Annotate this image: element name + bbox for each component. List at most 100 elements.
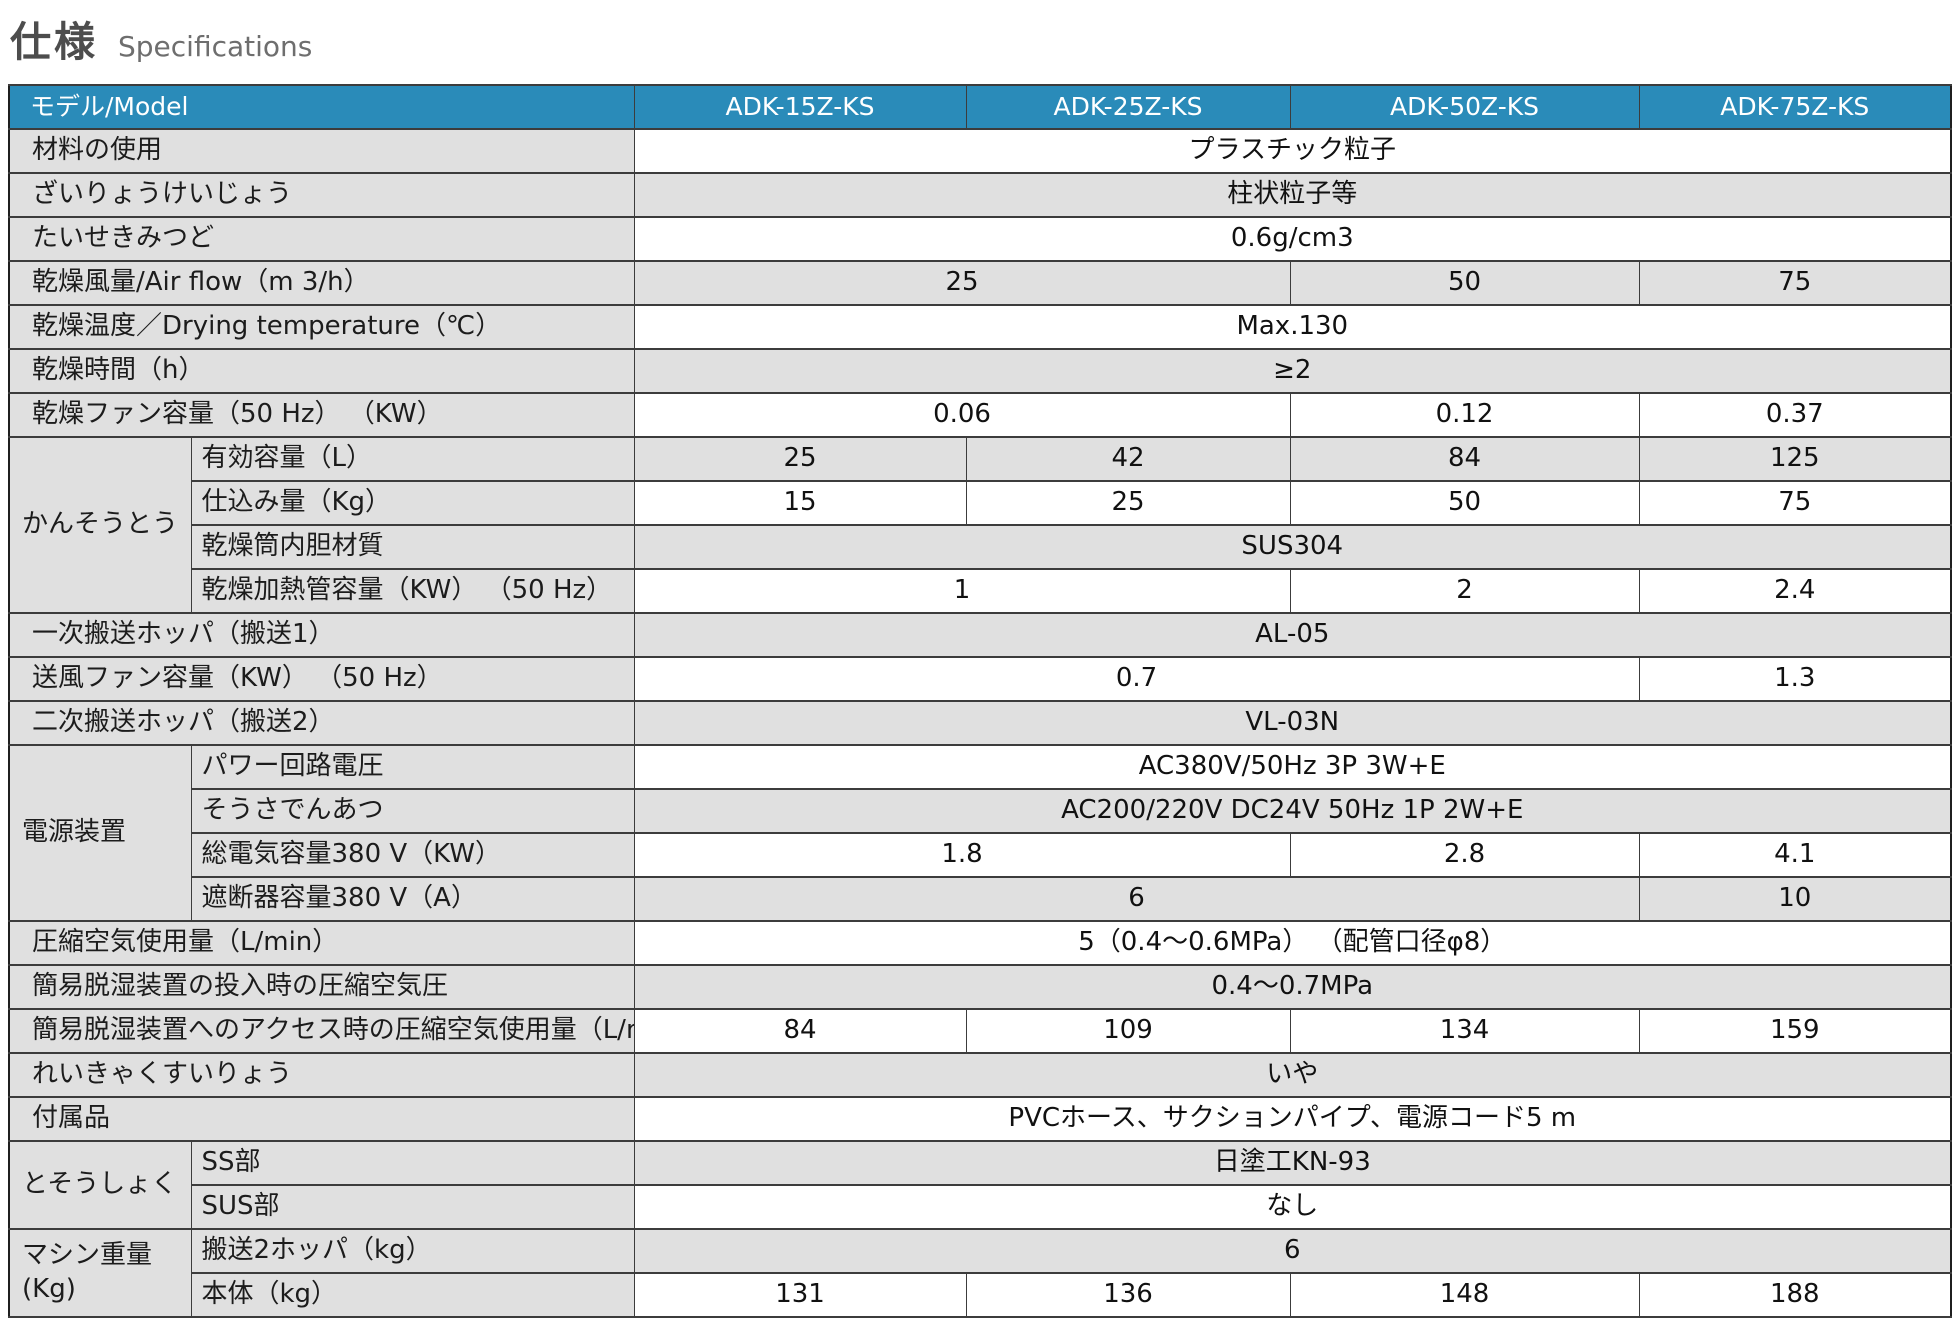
model-column-header: ADK-75Z-KS <box>1638 84 1952 130</box>
value-cell: 50 <box>1289 260 1640 306</box>
value-cell: ≥2 <box>633 348 1952 394</box>
model-column-header: ADK-50Z-KS <box>1289 84 1640 130</box>
spec-row: かんそうとう 有効容量（L） 25 42 84 125 <box>8 436 1952 614</box>
value-cell: 6 <box>633 1228 1952 1274</box>
spec-row: 圧縮空気使用量（L/min） 5（0.4～0.6MPa） （配管口径φ8） <box>8 920 1952 966</box>
row-label: 乾燥ファン容量（50 Hz） （KW） <box>8 392 635 438</box>
spec-row: 乾燥ファン容量（50 Hz） （KW） 0.06 0.12 0.37 <box>8 392 1952 438</box>
spec-row: 乾燥筒内胆材質 SUS304 <box>9 524 1952 570</box>
spec-row: 乾燥時間（h） ≥2 <box>8 348 1952 394</box>
value-cell: 1.8 <box>633 832 1291 878</box>
row-label: ざいりょうけいじょう <box>8 172 635 218</box>
page-title-japanese: 仕様 <box>10 18 98 66</box>
sub-row-label: 仕込み量（Kg） <box>190 480 635 526</box>
row-label: 二次搬送ホッパ（搬送2） <box>8 700 635 746</box>
value-cell: 0.6g/cm3 <box>633 216 1952 262</box>
value-cell: 25 <box>965 480 1291 526</box>
spec-row: ざいりょうけいじょう 柱状粒子等 <box>8 172 1952 218</box>
sub-row-label: 有効容量（L） <box>190 436 635 482</box>
row-label: 乾燥風量/Air flow（m 3/h） <box>8 260 635 306</box>
value-cell: 1.3 <box>1638 656 1952 702</box>
value-cell: Max.130 <box>633 304 1952 350</box>
sub-row-label: そうさでんあつ <box>190 788 635 834</box>
value-cell: 0.37 <box>1638 392 1952 438</box>
spec-row: 電源装置 パワー回路電圧 AC380V/50Hz 3P 3W+E <box>8 744 1952 922</box>
row-label: 乾燥時間（h） <box>8 348 635 394</box>
spec-row: とそうしょく SS部 日塗工KN-93 <box>8 1140 1952 1230</box>
model-row-header: モデル/Model <box>8 84 635 130</box>
value-cell: 15 <box>633 480 967 526</box>
value-cell: 136 <box>965 1272 1291 1318</box>
spec-row: 二次搬送ホッパ（搬送2） VL-03N <box>8 700 1952 746</box>
spec-row: 本体（kg） 131 136 148 188 <box>9 1272 1952 1318</box>
value-cell: AC200/220V DC24V 50Hz 1P 2W+E <box>633 788 1952 834</box>
spec-row: 仕込み量（Kg） 15 25 50 75 <box>9 480 1952 526</box>
value-cell: AC380V/50Hz 3P 3W+E <box>633 744 1952 790</box>
value-cell: 日塗工KN-93 <box>633 1140 1952 1186</box>
value-cell: PVCホース、サクションパイプ、電源コード5 m <box>633 1096 1952 1142</box>
value-cell: 0.4～0.7MPa <box>633 964 1952 1010</box>
row-label: 乾燥温度／Drying temperature（℃） <box>8 304 635 350</box>
model-column-header: ADK-25Z-KS <box>965 84 1291 130</box>
value-cell: 75 <box>1638 480 1952 526</box>
group-label: 電源装置 <box>8 744 192 922</box>
spec-row: たいせきみつど 0.6g/cm3 <box>8 216 1952 262</box>
value-cell: 188 <box>1638 1272 1952 1318</box>
group-label: マシン重量 (Kg) <box>8 1228 192 1318</box>
row-label: 送風ファン容量（KW） （50 Hz） <box>8 656 635 702</box>
value-cell: 2.4 <box>1638 568 1952 614</box>
value-cell: 84 <box>633 1008 967 1054</box>
value-cell: 148 <box>1289 1272 1640 1318</box>
spec-row: 送風ファン容量（KW） （50 Hz） 0.7 1.3 <box>8 656 1952 702</box>
spec-row: 簡易脱湿装置の投入時の圧縮空気圧 0.4～0.7MPa <box>8 964 1952 1010</box>
sub-row-label: 乾燥加熱管容量（KW） （50 Hz） <box>190 568 635 614</box>
row-label: 材料の使用 <box>8 128 635 174</box>
spec-row: 一次搬送ホッパ（搬送1） AL-05 <box>8 612 1952 658</box>
sub-row-label: SS部 <box>190 1140 635 1186</box>
spec-row: 付属品 PVCホース、サクションパイプ、電源コード5 m <box>8 1096 1952 1142</box>
page-title: 仕様 Specifications <box>10 8 1950 68</box>
spec-row: 乾燥加熱管容量（KW） （50 Hz） 1 2 2.4 <box>9 568 1952 614</box>
spec-row: マシン重量 (Kg) 搬送2ホッパ（kg） 6 <box>8 1228 1952 1318</box>
spec-row: SUS部 なし <box>9 1184 1952 1230</box>
value-cell: 131 <box>633 1272 967 1318</box>
spec-table-body: 材料の使用 プラスチック粒子 ざいりょうけいじょう 柱状粒子等 たいせきみつど 0.6g/… <box>8 128 1952 1318</box>
value-cell: 0.12 <box>1289 392 1640 438</box>
value-cell: 42 <box>965 436 1291 482</box>
value-cell: 5（0.4～0.6MPa） （配管口径φ8） <box>633 920 1952 966</box>
value-cell: 25 <box>633 260 1291 306</box>
sub-row-label: 搬送2ホッパ（kg） <box>190 1228 635 1274</box>
sub-row-label: 乾燥筒内胆材質 <box>190 524 635 570</box>
value-cell: 4.1 <box>1638 832 1952 878</box>
value-cell: 0.7 <box>633 656 1640 702</box>
value-cell: 84 <box>1289 436 1640 482</box>
row-label: 一次搬送ホッパ（搬送1） <box>8 612 635 658</box>
value-cell: 柱状粒子等 <box>633 172 1952 218</box>
row-label: 圧縮空気使用量（L/min） <box>8 920 635 966</box>
sub-row-label: 本体（kg） <box>190 1272 635 1318</box>
value-cell: 25 <box>633 436 967 482</box>
row-label: 簡易脱湿装置へのアクセス時の圧縮空気使用量（L/min） <box>8 1008 635 1054</box>
value-cell: 125 <box>1638 436 1952 482</box>
row-label: 付属品 <box>8 1096 635 1142</box>
page-title-english: Specifications <box>118 30 313 63</box>
model-column-header: ADK-15Z-KS <box>633 84 967 130</box>
value-cell: VL-03N <box>633 700 1952 746</box>
value-cell: 2 <box>1289 568 1640 614</box>
sub-row-label: 総電気容量380 V（KW） <box>190 832 635 878</box>
value-cell: 6 <box>633 876 1640 922</box>
sub-row-label: パワー回路電圧 <box>190 744 635 790</box>
spec-table-header-row: モデル/Model ADK-15Z-KS ADK-25Z-KS ADK-50Z-KS… <box>8 84 1952 130</box>
spec-row: 材料の使用 プラスチック粒子 <box>8 128 1952 174</box>
row-label: れいきゃくすいりょう <box>8 1052 635 1098</box>
row-label: 簡易脱湿装置の投入時の圧縮空気圧 <box>8 964 635 1010</box>
value-cell: AL-05 <box>633 612 1952 658</box>
value-cell: 159 <box>1638 1008 1952 1054</box>
value-cell: 1 <box>633 568 1291 614</box>
spec-row: 乾燥温度／Drying temperature（℃） Max.130 <box>8 304 1952 350</box>
specifications-table: モデル/Model ADK-15Z-KS ADK-25Z-KS ADK-50Z-KS… <box>8 84 1953 1318</box>
value-cell: 2.8 <box>1289 832 1640 878</box>
value-cell: なし <box>633 1184 1952 1230</box>
